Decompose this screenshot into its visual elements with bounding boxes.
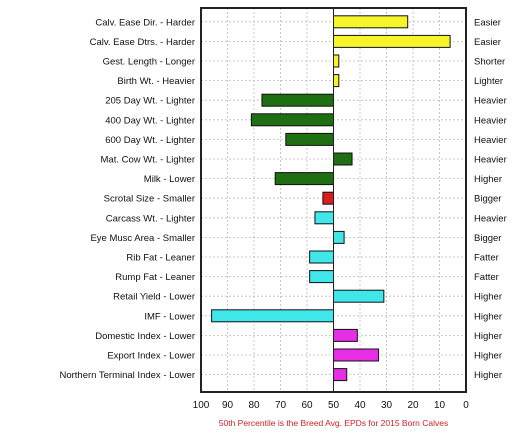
row-label-right: Bigger (474, 233, 501, 244)
x-tick-label: 50 (328, 400, 340, 411)
chart-caption: 50th Percentile is the Breed Avg. EPDs f… (219, 418, 448, 428)
x-tick-label: 0 (463, 400, 469, 411)
bar (285, 132, 334, 146)
row-label-left: 205 Day Wt. - Lighter (105, 96, 195, 107)
x-tick-label: 30 (381, 400, 393, 411)
row-label-left: 400 Day Wt. - Lighter (105, 115, 195, 126)
row-label-left: Milk - Lower (144, 174, 195, 185)
bar (333, 34, 451, 48)
row-label-left: Domestic Index - Lower (95, 331, 195, 342)
row-label-left: Calv. Ease Dtrs. - Harder (90, 37, 195, 48)
row-label-left: Retail Yield - Lower (113, 292, 195, 303)
row-label-right: Lighter (474, 76, 503, 87)
row-label-right: Heavier (474, 155, 507, 166)
bar (333, 348, 380, 362)
bar (333, 15, 409, 29)
x-tick-label: 20 (407, 400, 419, 411)
row-label-right: Easier (474, 37, 501, 48)
row-label-left: Rib Fat - Leaner (126, 253, 195, 264)
row-label-right: Easier (474, 17, 501, 28)
row-label-left: IMF - Lower (144, 311, 195, 322)
row-label-left: Rump Fat - Leaner (115, 272, 195, 283)
bar (274, 172, 335, 186)
row-label-left: Gest. Length - Longer (103, 57, 195, 68)
row-label-left: Export Index - Lower (107, 351, 195, 362)
row-label-right: Heavier (474, 135, 507, 146)
bar (333, 368, 348, 382)
bar (333, 74, 340, 88)
x-tick-label: 80 (248, 400, 260, 411)
row-label-right: Heavier (474, 213, 507, 224)
row-label-right: Bigger (474, 194, 501, 205)
row-label-right: Higher (474, 292, 502, 303)
row-label-right: Higher (474, 311, 502, 322)
x-axis-ticks: 100 90 80 70 60 50 40 30 20 10 0 (193, 400, 470, 411)
row-label-left: Carcass Wt. - Lighter (106, 213, 195, 224)
row-label-left: Scrotal Size - Smaller (104, 194, 195, 205)
x-tick-label: 100 (193, 400, 210, 411)
bar (309, 250, 334, 264)
row-label-left: Birth Wt. - Heavier (117, 76, 195, 87)
row-label-right: Heavier (474, 115, 507, 126)
right-labels: Easier Easier Shorter Lighter Heavier Heavier… (474, 17, 507, 381)
x-tick-label: 60 (301, 400, 313, 411)
bar (314, 211, 335, 225)
bar (333, 289, 385, 303)
bar (333, 152, 353, 166)
row-label-right: Higher (474, 174, 502, 185)
bar (333, 328, 358, 342)
bar (261, 93, 335, 107)
row-label-left: 600 Day Wt. - Lighter (105, 135, 195, 146)
bar (333, 230, 345, 244)
row-label-right: Heavier (474, 96, 507, 107)
bar (250, 113, 335, 127)
row-label-right: Higher (474, 370, 502, 381)
row-label-right: Higher (474, 331, 502, 342)
row-label-left: Mat. Cow Wt. - Lighter (101, 155, 196, 166)
bar (322, 191, 334, 205)
bar (333, 54, 340, 68)
left-labels: Calv. Ease Dir. - Harder Calv. Ease Dtrs.… (59, 17, 195, 381)
x-tick-label: 90 (222, 400, 234, 411)
x-tick-label: 70 (275, 400, 287, 411)
x-tick-label: 10 (434, 400, 446, 411)
row-label-right: Higher (474, 351, 502, 362)
row-label-left: Eye Musc Area - Smaller (90, 233, 195, 244)
row-label-left: Calv. Ease Dir. - Harder (95, 17, 195, 28)
row-label-right: Shorter (474, 57, 505, 68)
bar (309, 270, 334, 284)
bar (211, 309, 335, 323)
x-tick-label: 40 (354, 400, 366, 411)
row-label-left: Northern Terminal Index - Lower (59, 370, 195, 381)
row-label-right: Fatter (474, 253, 499, 264)
row-label-right: Fatter (474, 272, 499, 283)
